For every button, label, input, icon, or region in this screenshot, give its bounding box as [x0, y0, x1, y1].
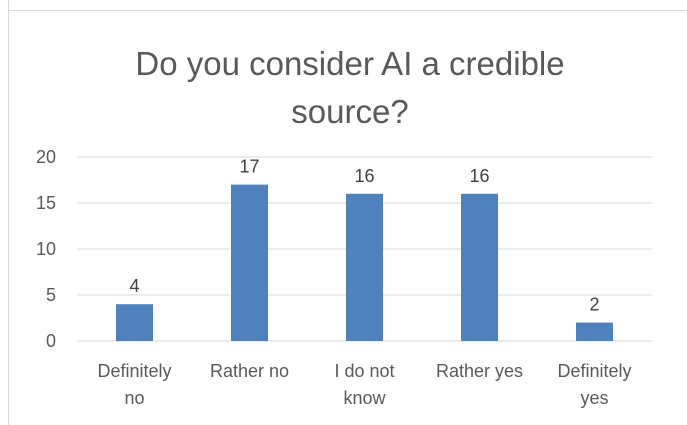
x-tick-label-0-1: no [124, 388, 144, 408]
bar-4 [576, 323, 613, 341]
y-tick-label-0: 0 [46, 331, 56, 351]
y-tick-label-2: 10 [36, 239, 56, 259]
bar-3 [461, 194, 498, 341]
x-tick-label-2-1: know [343, 388, 386, 408]
x-tick-label-2-0: I do not [334, 361, 394, 381]
data-label-4: 2 [589, 295, 599, 315]
data-label-1: 17 [239, 157, 259, 177]
bar-0 [116, 304, 153, 341]
bar-1 [231, 185, 268, 341]
data-label-0: 4 [129, 276, 139, 296]
x-tick-label-1-0: Rather no [210, 361, 289, 381]
data-label-3: 16 [469, 166, 489, 186]
y-tick-label-4: 20 [36, 147, 56, 167]
x-tick-label-3-0: Rather yes [436, 361, 523, 381]
y-tick-label-3: 15 [36, 193, 56, 213]
x-tick-label-4-0: Definitely [557, 361, 631, 381]
bar-2 [346, 194, 383, 341]
data-label-2: 16 [354, 166, 374, 186]
x-tick-label-0-0: Definitely [97, 361, 171, 381]
y-tick-label-1: 5 [46, 285, 56, 305]
x-tick-label-4-1: yes [580, 388, 608, 408]
